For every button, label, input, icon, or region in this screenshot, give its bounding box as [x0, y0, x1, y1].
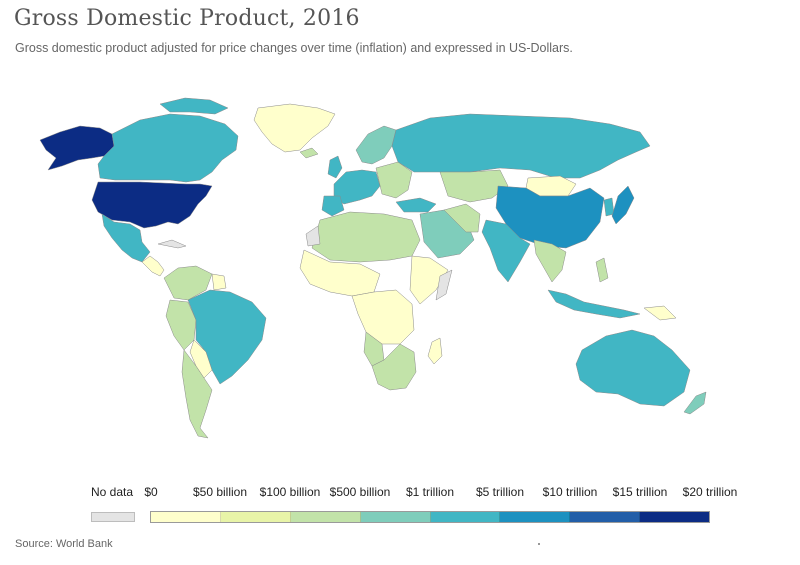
- legend-swatch-4: [430, 512, 501, 522]
- legend-tick-2: $100 billion: [259, 485, 321, 499]
- korea[interactable]: [603, 197, 615, 217]
- decorative-dot: [538, 543, 540, 545]
- scandinavia[interactable]: [355, 125, 397, 165]
- somalia[interactable]: [435, 269, 453, 301]
- peru[interactable]: [165, 299, 197, 351]
- legend-swatch-0: [151, 512, 221, 522]
- legend-swatch-3: [360, 512, 431, 522]
- madagascar[interactable]: [427, 337, 443, 365]
- central-america[interactable]: [141, 255, 165, 277]
- iceland[interactable]: [299, 147, 319, 159]
- brazil[interactable]: [187, 289, 267, 385]
- legend-swatch-6: [570, 512, 641, 522]
- new-zealand[interactable]: [683, 391, 707, 415]
- western-sahara[interactable]: [305, 225, 321, 247]
- uk[interactable]: [327, 155, 343, 179]
- colombia-venezuela[interactable]: [163, 265, 213, 301]
- legend-no-data-swatch: [91, 512, 135, 522]
- central-africa[interactable]: [351, 289, 415, 345]
- canada-islands[interactable]: [159, 97, 229, 115]
- mexico[interactable]: [101, 213, 151, 263]
- legend-color-bar: [150, 511, 710, 523]
- horn-of-africa[interactable]: [409, 255, 449, 305]
- greenland[interactable]: [253, 103, 336, 153]
- turkey[interactable]: [395, 197, 437, 213]
- legend-tick-6: $10 trillion: [542, 485, 598, 499]
- southeast-asia[interactable]: [533, 239, 567, 283]
- north-africa[interactable]: [311, 211, 421, 263]
- chart-subtitle: Gross domestic product adjusted for pric…: [15, 41, 573, 55]
- world-map: [39, 97, 707, 439]
- legend-tick-4: $1 trillion: [405, 485, 455, 499]
- legend-swatch-5: [500, 512, 571, 522]
- iran[interactable]: [443, 203, 481, 233]
- legend-tick-3: $500 billion: [329, 485, 391, 499]
- source-note: Source: World Bank: [15, 538, 113, 550]
- australia[interactable]: [575, 329, 691, 407]
- legend-swatch-2: [290, 512, 361, 522]
- guianas[interactable]: [211, 273, 227, 291]
- chart-title: Gross Domestic Product, 2016: [14, 6, 360, 31]
- japan[interactable]: [611, 185, 635, 225]
- legend-tick-5: $5 trillion: [475, 485, 525, 499]
- legend-swatch-1: [220, 512, 291, 522]
- legend-no-data-label: No data: [90, 485, 134, 499]
- iberia[interactable]: [321, 195, 345, 217]
- legend-tick-0: $0: [144, 485, 158, 499]
- legend-tick-7: $15 trillion: [612, 485, 668, 499]
- southern-africa[interactable]: [371, 343, 417, 391]
- legend: No data $0 $50 billion $100 billion $500…: [0, 482, 800, 527]
- indonesia[interactable]: [547, 289, 641, 319]
- india[interactable]: [481, 219, 531, 283]
- argentina-chile[interactable]: [181, 349, 213, 439]
- legend-tick-1: $50 billion: [192, 485, 248, 499]
- canada[interactable]: [97, 113, 239, 183]
- philippines[interactable]: [595, 257, 609, 283]
- alaska[interactable]: [39, 125, 115, 171]
- legend-tick-8: $20 trillion: [682, 485, 738, 499]
- russia[interactable]: [391, 113, 651, 179]
- papua-new-guinea[interactable]: [643, 305, 677, 321]
- legend-swatch-7: [640, 512, 709, 522]
- caribbean[interactable]: [157, 239, 187, 249]
